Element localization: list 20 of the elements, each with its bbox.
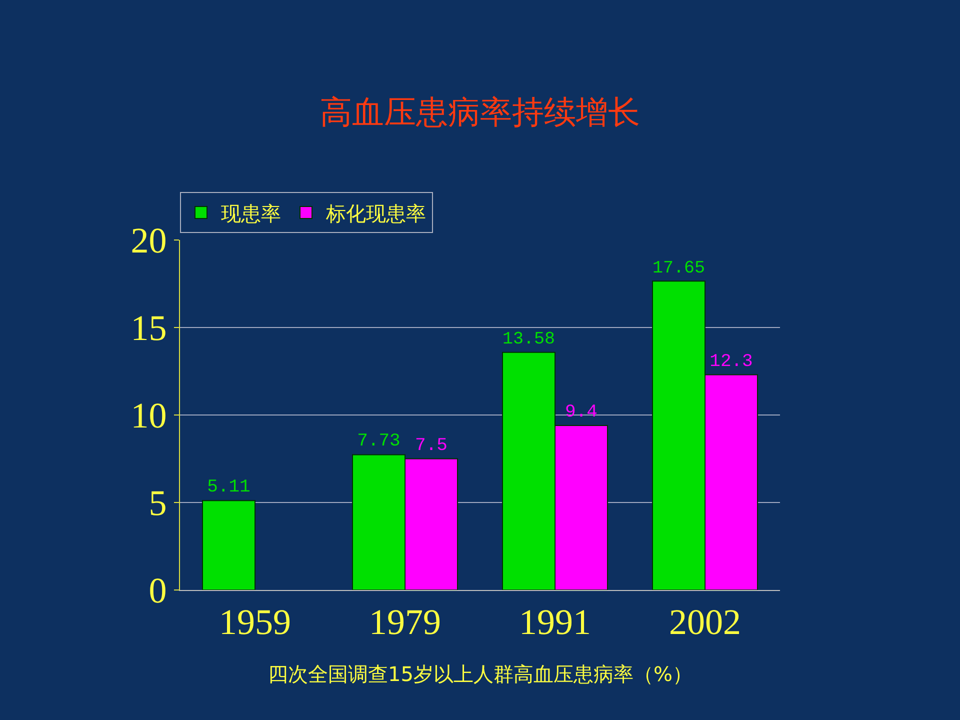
x-tick-label: 2002 [669,602,741,642]
data-label: 12.3 [710,352,753,372]
x-tick-label: 1959 [219,602,291,642]
y-tick-label: 15 [130,308,167,348]
data-label: 17.65 [652,258,705,278]
x-tick-label: 1991 [519,602,591,642]
y-tick-label: 5 [148,483,167,524]
bar [202,500,256,590]
chart-title: 高血压患病率持续增长 [320,93,640,132]
y-tick-label: 20 [130,220,167,261]
text: 四次全国调查15岁以上人群高血压患病率（%） [268,662,692,686]
y-tick-label: 0 [148,570,167,611]
data-label: 7.5 [415,436,448,456]
data-label: 13.58 [502,330,555,350]
legend-label: 标化现患率 [325,201,426,226]
x-tick-label: 1979 [369,602,441,642]
data-label: 5.11 [207,478,250,498]
data-label: 7.73 [357,432,400,452]
y-tick-label: 10 [130,396,167,436]
legend-label: 现患率 [221,201,281,226]
